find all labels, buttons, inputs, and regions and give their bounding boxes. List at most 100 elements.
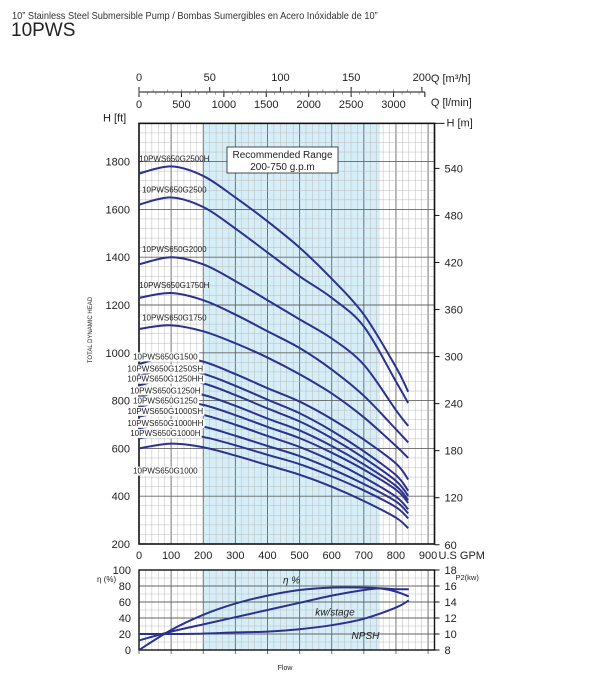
page-title: 10PWS <box>11 20 76 41</box>
y-right-tick-label: 180 <box>445 446 463 458</box>
pump-curve-10PWS650G2000 <box>138 256 409 427</box>
pump-curve-10PWS650G1750 <box>138 324 409 459</box>
y-tick-label: 1600 <box>106 204 130 216</box>
y-tick-label: 800 <box>112 396 130 408</box>
curve-label: 10PWS650G1250SH <box>128 365 204 374</box>
top-axis-tick-label: 50 <box>204 72 216 84</box>
x-tick-label: 300 <box>226 550 244 562</box>
curve-label: 10PWS650G1000HH <box>127 419 203 428</box>
curve-label: 10PWS650G1750H <box>139 281 209 290</box>
y-right-tick-label: 60 <box>445 540 457 552</box>
performance-curve-label: kw/stage <box>315 608 355 619</box>
curve-label: 10PWS650G1750 <box>142 313 207 322</box>
lower-y-right-tick-label: 10 <box>445 629 457 641</box>
y-tick-label: 400 <box>112 491 130 503</box>
recommended-range-text: 200-750 g.p.m <box>250 162 315 173</box>
lmin-axis-tick-label: 1500 <box>254 99 278 111</box>
curve-label-bg <box>129 429 202 439</box>
y-right-tick-label: 540 <box>445 163 463 175</box>
curve-label: 10PWS650G1500 <box>133 352 198 361</box>
lower-y-right-axis-label: P2(kw) <box>456 573 480 582</box>
x-axis-label: U.S GPM <box>439 550 485 562</box>
y-right-tick-label: 300 <box>445 352 463 364</box>
lower-y-tick-label: 100 <box>113 565 131 577</box>
x-tick-label: 900 <box>419 550 437 562</box>
curve-label: 10PWS650G2500 <box>142 185 207 194</box>
top-axis-tick-label: 200 <box>413 72 431 84</box>
x-tick-label: 800 <box>387 550 405 562</box>
performance-curve-label: NPSH <box>352 631 381 642</box>
y-right-tick-label: 420 <box>445 257 463 269</box>
subtitle: 10” Stainless Steel Submersible Pump / B… <box>12 10 378 22</box>
lower-y-right-tick-label: 12 <box>445 613 457 625</box>
lower-y-tick-label: 20 <box>119 629 131 641</box>
curve-label-bg <box>126 418 205 428</box>
lmin-axis-tick-label: 2500 <box>339 99 363 111</box>
top-axis-tick-label: 150 <box>342 72 360 84</box>
curve-label-bg <box>129 386 202 396</box>
lower-y-tick-label: 0 <box>125 645 131 657</box>
lmin-axis-tick-label: 2000 <box>296 99 320 111</box>
recommended-range-box <box>226 146 339 174</box>
lower-y-tick-label: 80 <box>119 581 131 593</box>
curve-label: 10PWS650G1250H <box>130 386 200 395</box>
y-tick-label: 1400 <box>106 252 130 264</box>
x-tick-label: 200 <box>194 550 212 562</box>
x-tick-label: 600 <box>323 550 341 562</box>
y-tick-label: 600 <box>112 443 130 455</box>
y-side-label: TOTAL DYNAMIC HEAD <box>88 296 94 363</box>
curve-label-bg <box>126 364 205 374</box>
lower-y-tick-label: 40 <box>119 613 131 625</box>
y-tick-label: 200 <box>112 539 130 551</box>
curve-label: 10PWS650G1000SH <box>128 407 204 416</box>
x-tick-label: 400 <box>258 550 276 562</box>
performance-curve-label: η % <box>283 576 300 587</box>
curve-label: 10PWS650G1000H <box>130 429 200 438</box>
y-right-axis-label: H [m] <box>447 117 473 129</box>
plot-frame-lower <box>138 569 436 651</box>
y-axis-label: H [ft] <box>103 112 126 124</box>
lower-x-axis-label: Flow <box>278 665 294 672</box>
y-right-tick-label: 360 <box>445 305 463 317</box>
curve-label-bg <box>132 396 200 406</box>
x-tick-label: 500 <box>290 550 308 562</box>
performance-curve <box>138 599 410 636</box>
y-tick-label: 1800 <box>106 157 130 169</box>
lower-y-axis-label: η (%) <box>97 575 116 584</box>
y-tick-label: 1200 <box>106 300 130 312</box>
top-axis-tick-label: 100 <box>271 72 289 84</box>
x-tick-label: 100 <box>162 550 180 562</box>
curve-label: 10PWS650G2000 <box>142 245 207 254</box>
curve-label: 10PWS650G2500H <box>139 154 209 163</box>
y-right-tick-label: 480 <box>445 210 463 222</box>
top-axis-label-lmin: Q [l/min] <box>431 97 472 109</box>
y-right-tick-label: 240 <box>445 399 463 411</box>
curve-label-bg <box>132 466 200 476</box>
y-right-tick-label: 120 <box>445 493 463 505</box>
curve-label: 10PWS650G1000 <box>133 467 198 476</box>
curve-label-bg <box>126 406 205 416</box>
top-axis-label-m3h: Q [m³/h] <box>431 73 471 85</box>
lower-y-right-tick-label: 14 <box>445 597 457 609</box>
lmin-axis-tick-label: 1000 <box>212 99 236 111</box>
lmin-axis-tick-label: 0 <box>136 99 142 111</box>
pump-curve-10PWS650G1750H <box>138 292 409 444</box>
performance-curve <box>138 587 409 642</box>
curve-label: 10PWS650G1250 <box>133 397 198 406</box>
lmin-axis-tick-label: 500 <box>172 99 190 111</box>
y-tick-label: 1000 <box>106 348 130 360</box>
pump-curve-10PWS650G2500H <box>138 165 410 393</box>
pump-curve-10PWS650G1000 <box>138 442 409 529</box>
lmin-axis-tick-label: 3000 <box>381 99 405 111</box>
lower-y-right-tick-label: 18 <box>445 565 457 577</box>
curve-label-bg <box>126 374 205 384</box>
curve-label: 10PWS650G1250HH <box>127 375 203 384</box>
top-axis-tick-label: 0 <box>136 72 142 84</box>
lower-y-tick-label: 60 <box>119 597 131 609</box>
plot-frame <box>138 122 436 545</box>
lower-y-right-tick-label: 16 <box>445 581 457 593</box>
lower-y-right-tick-label: 8 <box>445 645 451 657</box>
curve-label-bg <box>132 352 200 362</box>
recommended-range-title: Recommended Range <box>232 150 332 161</box>
